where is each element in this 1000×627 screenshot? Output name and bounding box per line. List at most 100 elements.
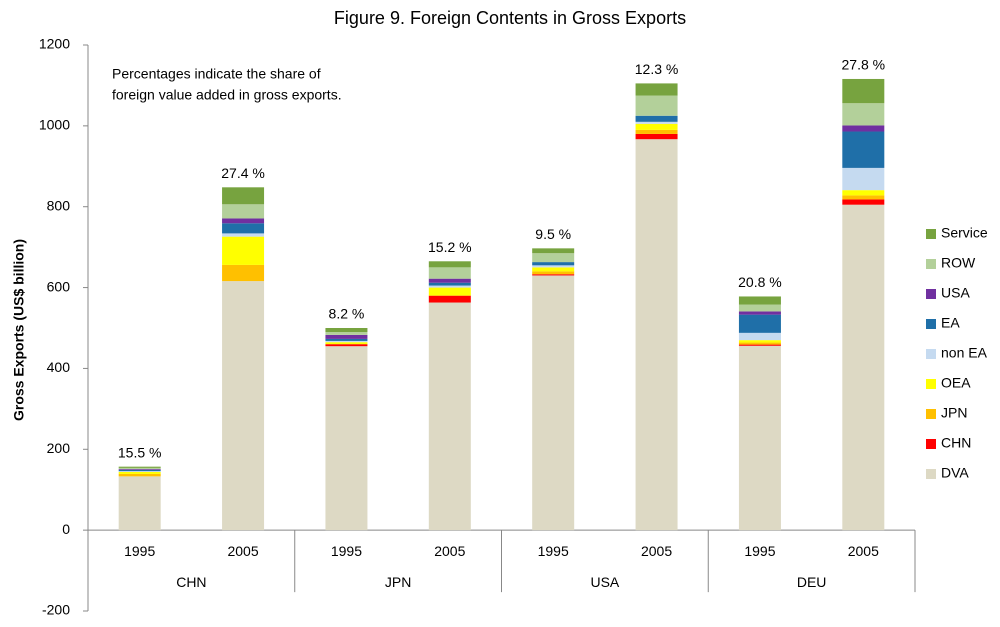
legend-swatch — [926, 319, 936, 329]
bar-segment — [428, 278, 471, 283]
bar-segment — [118, 473, 161, 477]
legend-label: OEA — [941, 375, 971, 391]
bar-segment — [842, 190, 885, 196]
bar-segment — [635, 115, 678, 122]
bar-segment — [118, 469, 161, 472]
y-tick-label: 400 — [47, 359, 71, 375]
bar-segment — [738, 304, 781, 312]
bar-segment — [222, 218, 265, 224]
bar-segment — [842, 195, 885, 200]
bar-segment — [635, 123, 678, 130]
bar-segment — [738, 314, 781, 333]
legend-swatch — [926, 229, 936, 239]
y-tick-label: 800 — [47, 197, 71, 213]
bar-segment — [428, 267, 471, 279]
bar-annotation: 20.8 % — [738, 274, 782, 290]
bar-segment — [635, 95, 678, 116]
bar-segment — [222, 281, 265, 531]
bar-annotation: 12.3 % — [635, 61, 679, 77]
bar-segment — [532, 267, 575, 272]
legend-label: ROW — [941, 255, 976, 271]
legend-label: USA — [941, 285, 970, 301]
bar-segment — [635, 129, 678, 134]
bar-segment — [118, 476, 161, 531]
bar-segment — [325, 346, 368, 531]
group-label: JPN — [385, 574, 411, 590]
x-tick-label: 2005 — [227, 543, 258, 559]
bar-segment — [738, 344, 781, 346]
x-tick-label: 1995 — [538, 543, 569, 559]
legend-swatch — [926, 349, 936, 359]
x-tick-label: 1995 — [331, 543, 362, 559]
bar-segment — [842, 199, 885, 205]
bar-segment — [118, 466, 161, 468]
bar-segment — [325, 328, 368, 333]
bar-segment — [738, 345, 781, 531]
bar-segment — [842, 125, 885, 132]
bar-segment — [222, 264, 265, 282]
legend-swatch — [926, 379, 936, 389]
legend-swatch — [926, 289, 936, 299]
bar-segment — [118, 471, 161, 474]
bar-segment — [325, 340, 368, 343]
bar-segment — [635, 121, 678, 124]
legend-swatch — [926, 259, 936, 269]
x-tick-label: 2005 — [848, 543, 879, 559]
bar-segment — [222, 204, 265, 219]
legend-label: JPN — [941, 405, 967, 421]
bar-segment — [842, 167, 885, 191]
bar-annotation: 8.2 % — [329, 306, 365, 322]
y-tick-label: 200 — [47, 440, 71, 456]
x-tick-label: 2005 — [434, 543, 465, 559]
bar-segment — [738, 342, 781, 345]
bar-segment — [532, 253, 575, 263]
bar-annotation: 15.5 % — [118, 444, 162, 460]
bar-segment — [428, 261, 471, 268]
bar-segment — [325, 334, 368, 339]
y-tick-label: 600 — [47, 278, 71, 294]
bar-segment — [635, 83, 678, 96]
bar-segment — [428, 285, 471, 288]
bar-segment — [222, 236, 265, 265]
group-label: DEU — [797, 574, 827, 590]
legend-swatch — [926, 439, 936, 449]
bar-segment — [532, 265, 575, 268]
chart-title: Figure 9. Foreign Contents in Gross Expo… — [334, 8, 686, 28]
note: foreign value added in gross exports. — [112, 87, 342, 103]
bar-annotation: 9.5 % — [535, 226, 571, 242]
bar-segment — [532, 274, 575, 276]
bar-segment — [532, 271, 575, 275]
bar-segment — [738, 311, 781, 315]
bar-segment — [532, 262, 575, 266]
x-tick-label: 1995 — [744, 543, 775, 559]
x-tick-label: 2005 — [641, 543, 672, 559]
bar-segment — [222, 223, 265, 234]
y-tick-label: -200 — [42, 602, 70, 618]
x-tick-label: 1995 — [124, 543, 155, 559]
legend-swatch — [926, 409, 936, 419]
bar-segment — [428, 295, 471, 303]
bar-segment — [635, 139, 678, 531]
bar-segment — [842, 131, 885, 168]
bar-segment — [222, 187, 265, 205]
bar-segment — [842, 204, 885, 531]
legend-swatch — [926, 469, 936, 479]
y-tick-label: 0 — [62, 521, 70, 537]
y-tick-label: 1000 — [39, 117, 70, 133]
bar-segment — [118, 467, 161, 470]
bar-segment — [118, 469, 161, 470]
legend-label: Service — [941, 225, 988, 241]
y-axis-label: Gross Exports (US$ billion) — [11, 239, 27, 421]
bar-segment — [325, 342, 368, 345]
bar-segment — [118, 471, 161, 472]
bar-annotation: 27.8 % — [842, 57, 886, 73]
bar-segment — [325, 332, 368, 335]
bar-segment — [532, 248, 575, 254]
bar-annotation: 15.2 % — [428, 239, 472, 255]
group-label: USA — [590, 574, 619, 590]
bar-segment — [738, 340, 781, 343]
bar-segment — [738, 332, 781, 341]
bar-segment — [532, 275, 575, 531]
bar-segment — [325, 338, 368, 341]
